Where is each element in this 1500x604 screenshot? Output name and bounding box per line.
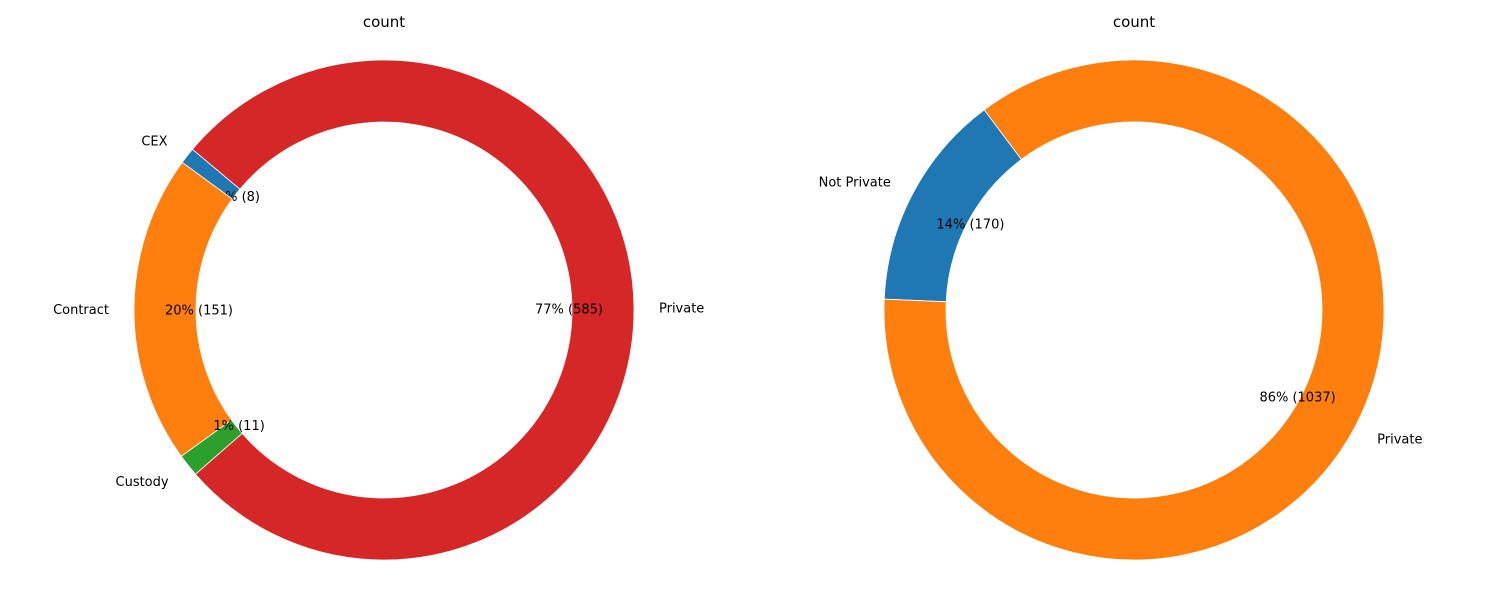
slice-label: Private: [1377, 432, 1422, 447]
chart-title: count: [1113, 13, 1155, 31]
slice-label: Not Private: [819, 176, 891, 191]
slice-percent-label: 77% (585): [535, 302, 603, 317]
slice-label: CEX: [141, 134, 167, 149]
slice-label: Contract: [53, 303, 109, 318]
slice-percent-label: 86% (1037): [1259, 390, 1335, 405]
slice-not-private: [883, 109, 1022, 303]
slice-private: [191, 59, 635, 561]
slice-label: Private: [659, 301, 704, 316]
slice-percent-label: 20% (151): [165, 303, 233, 318]
slice-private: [883, 59, 1385, 561]
slice-percent-label: 14% (170): [936, 218, 1004, 233]
slice-label: Custody: [116, 475, 169, 490]
donut-chart-right: count Not Private 14% (170) Private 86% (10…: [819, 13, 1422, 561]
slice-percent-label: 1% (11): [213, 419, 264, 434]
chart-title: count: [363, 13, 405, 31]
